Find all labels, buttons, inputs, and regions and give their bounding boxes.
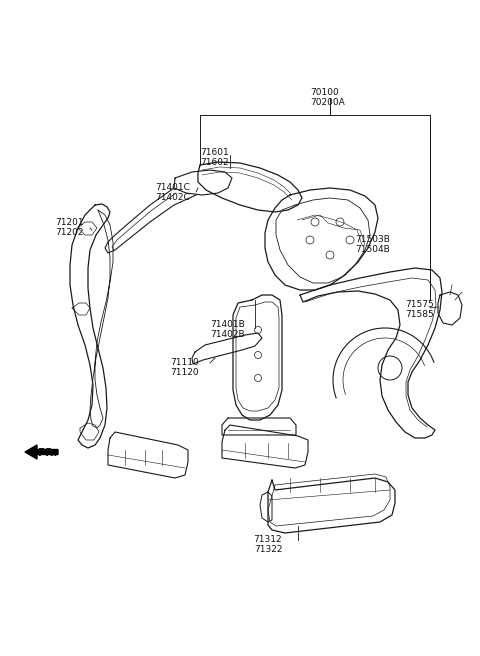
Text: 71503B
71504B: 71503B 71504B	[355, 235, 390, 255]
Text: 71401B
71402B: 71401B 71402B	[210, 320, 245, 339]
Text: 71601
71602: 71601 71602	[200, 148, 229, 167]
FancyArrow shape	[25, 445, 58, 459]
Text: 71201
71202: 71201 71202	[55, 218, 84, 237]
Text: 71312
71322: 71312 71322	[254, 535, 282, 554]
Text: 70100
70200A: 70100 70200A	[310, 88, 345, 108]
Text: FR.: FR.	[38, 448, 58, 458]
Text: 71575
71585: 71575 71585	[405, 300, 434, 319]
Text: 71401C
71402C: 71401C 71402C	[155, 183, 190, 203]
Text: 71110
71120: 71110 71120	[170, 358, 199, 377]
